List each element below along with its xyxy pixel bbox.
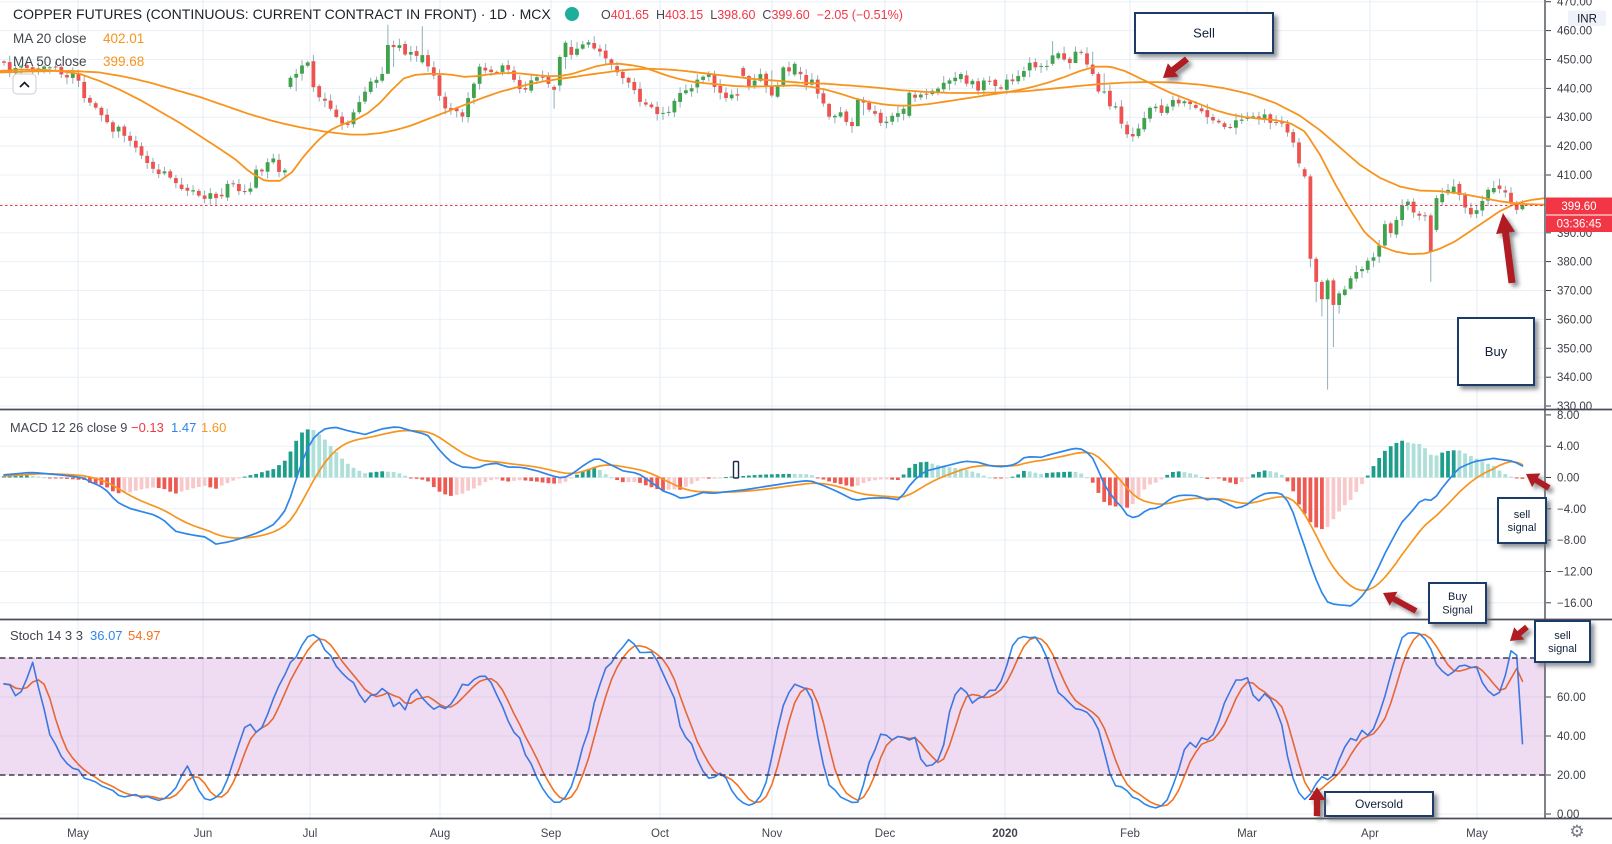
svg-text:sell: sell: [1514, 509, 1531, 521]
svg-text:60.00: 60.00: [1557, 692, 1586, 704]
svg-text:−8.00: −8.00: [1557, 535, 1586, 547]
svg-text:Oct: Oct: [651, 828, 670, 840]
svg-text:4.00: 4.00: [1557, 441, 1579, 453]
svg-text:402.01: 402.01: [103, 31, 144, 46]
svg-text:370.00: 370.00: [1557, 286, 1592, 298]
svg-text:340.00: 340.00: [1557, 372, 1592, 384]
svg-text:⚙: ⚙: [1569, 822, 1584, 841]
svg-text:MA 20 close: MA 20 close: [13, 31, 87, 46]
svg-text:03:36:45: 03:36:45: [1557, 219, 1602, 231]
svg-text:−12.00: −12.00: [1557, 567, 1593, 579]
svg-text:Buy: Buy: [1448, 591, 1467, 603]
svg-text:380.00: 380.00: [1557, 257, 1592, 269]
svg-text:1.60: 1.60: [201, 420, 226, 435]
svg-text:40.00: 40.00: [1557, 731, 1586, 743]
svg-text:signal: signal: [1548, 643, 1577, 655]
svg-text:0.00: 0.00: [1557, 809, 1579, 821]
svg-text:350.00: 350.00: [1557, 343, 1592, 355]
svg-text:signal: signal: [1508, 522, 1537, 534]
svg-text:Signal: Signal: [1442, 605, 1473, 617]
svg-text:−16.00: −16.00: [1557, 598, 1593, 610]
svg-text:sell: sell: [1554, 630, 1571, 642]
svg-text:430.00: 430.00: [1557, 112, 1592, 124]
svg-text:Sell: Sell: [1193, 26, 1215, 41]
svg-text:Jul: Jul: [303, 828, 318, 840]
svg-text:440.00: 440.00: [1557, 83, 1592, 95]
svg-text:Aug: Aug: [430, 828, 450, 840]
svg-text:Jun: Jun: [194, 828, 213, 840]
svg-text:Sep: Sep: [541, 828, 561, 840]
svg-text:0.00: 0.00: [1557, 473, 1579, 485]
svg-text:Mar: Mar: [1237, 828, 1257, 840]
svg-text:Oversold: Oversold: [1355, 797, 1403, 811]
svg-text:470.00: 470.00: [1557, 0, 1592, 9]
svg-text:Stoch 14 3 3: Stoch 14 3 3: [10, 628, 83, 643]
svg-text:MA 50 close: MA 50 close: [13, 54, 87, 69]
svg-text:−0.13: −0.13: [131, 420, 164, 435]
svg-text:330.00: 330.00: [1557, 401, 1592, 413]
svg-text:Nov: Nov: [762, 828, 783, 840]
svg-text:Dec: Dec: [875, 828, 896, 840]
svg-text:8.00: 8.00: [1557, 410, 1579, 422]
svg-text:450.00: 450.00: [1557, 55, 1592, 67]
svg-text:2020: 2020: [992, 828, 1018, 840]
svg-text:1.47: 1.47: [171, 420, 196, 435]
svg-text:20.00: 20.00: [1557, 770, 1586, 782]
svg-text:360.00: 360.00: [1557, 314, 1592, 326]
svg-text:399.60: 399.60: [1561, 201, 1596, 213]
svg-text:410.00: 410.00: [1557, 170, 1592, 182]
svg-text:May: May: [1466, 828, 1488, 840]
svg-text:−4.00: −4.00: [1557, 504, 1586, 516]
svg-text:399.68: 399.68: [103, 54, 144, 69]
svg-text:420.00: 420.00: [1557, 141, 1592, 153]
svg-text:54.97: 54.97: [128, 628, 161, 643]
svg-text:Buy: Buy: [1485, 344, 1508, 359]
svg-text:Feb: Feb: [1120, 828, 1140, 840]
svg-text:Apr: Apr: [1361, 828, 1379, 840]
svg-text:May: May: [67, 828, 89, 840]
svg-text:MACD 12 26 close 9: MACD 12 26 close 9: [10, 420, 127, 435]
svg-text:INR: INR: [1577, 14, 1597, 26]
svg-text:36.07: 36.07: [90, 628, 123, 643]
svg-text:460.00: 460.00: [1557, 26, 1592, 38]
svg-text:COPPER FUTURES (CONTINUOUS: CU: COPPER FUTURES (CONTINUOUS: CURRENT CONT…: [13, 6, 551, 22]
